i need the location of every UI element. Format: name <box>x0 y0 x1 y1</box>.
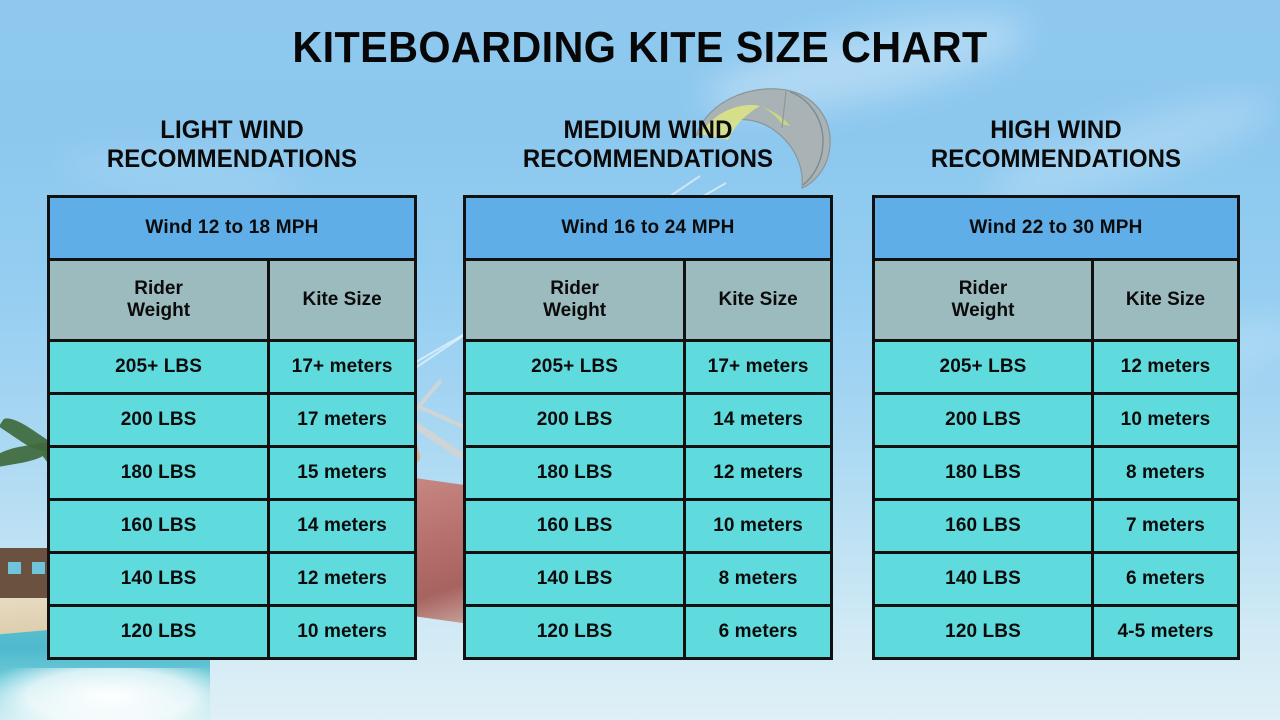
table-row: 120 LBS 6 meters <box>462 604 833 660</box>
hut-window <box>32 562 45 574</box>
wind-range-label: Wind 16 to 24 MPH <box>463 195 833 261</box>
wind-column-high: HIGH WIND RECOMMENDATIONS Wind 22 to 30 … <box>872 116 1240 660</box>
table-row-wind-band: Wind 16 to 24 MPH <box>463 195 833 261</box>
cell-kite-size: 12 meters <box>1091 339 1240 395</box>
chart-columns: LIGHT WIND RECOMMENDATIONS Wind 12 to 18… <box>0 116 1280 716</box>
table-row: 120 LBS 4-5 meters <box>872 604 1240 660</box>
table-row-wind-band: Wind 12 to 18 MPH <box>47 195 417 261</box>
cell-rider-weight: 205+ LBS <box>46 339 271 395</box>
cell-kite-size: 12 meters <box>267 551 417 607</box>
table-row: 205+ LBS 17+ meters <box>462 339 833 395</box>
flying-kite-icon <box>694 88 831 189</box>
cell-kite-size: 10 meters <box>1091 392 1240 448</box>
column-header-rider-weight: Rider Weight <box>462 258 687 342</box>
kite-size-table-medium: Wind 16 to 24 MPH Rider Weight Kite Size… <box>462 195 833 660</box>
wind-column-light: LIGHT WIND RECOMMENDATIONS Wind 12 to 18… <box>46 116 417 660</box>
cell-rider-weight: 120 LBS <box>462 604 687 660</box>
wind-range-label: Wind 22 to 30 MPH <box>872 195 1240 261</box>
cell-rider-weight: 180 LBS <box>462 445 687 501</box>
section-title-medium-wind: MEDIUM WIND RECOMMENDATIONS <box>522 116 774 173</box>
cell-kite-size: 4-5 meters <box>1091 604 1240 660</box>
cell-rider-weight: 160 LBS <box>462 498 687 554</box>
cell-kite-size: 7 meters <box>1091 498 1240 554</box>
table-row: 200 LBS 10 meters <box>872 392 1240 448</box>
wind-column-medium: MEDIUM WIND RECOMMENDATIONS Wind 16 to 2… <box>462 116 833 660</box>
table-row-column-headers: Rider Weight Kite Size <box>872 258 1240 342</box>
kite-size-table-light: Wind 12 to 18 MPH Rider Weight Kite Size… <box>46 195 417 660</box>
hut-window <box>8 562 21 574</box>
column-header-kite-size: Kite Size <box>1091 258 1240 342</box>
wave-foam <box>0 668 210 720</box>
column-header-kite-size: Kite Size <box>683 258 833 342</box>
cell-rider-weight: 205+ LBS <box>872 339 1094 395</box>
cell-kite-size: 14 meters <box>267 498 417 554</box>
table-row-column-headers: Rider Weight Kite Size <box>46 258 417 342</box>
table-row: 140 LBS 6 meters <box>872 551 1240 607</box>
cell-kite-size: 8 meters <box>1091 445 1240 501</box>
cell-rider-weight: 200 LBS <box>872 392 1094 448</box>
table-row: 180 LBS 12 meters <box>462 445 833 501</box>
cell-rider-weight: 160 LBS <box>872 498 1094 554</box>
table-row: 140 LBS 12 meters <box>46 551 417 607</box>
cell-kite-size: 10 meters <box>683 498 833 554</box>
table-row: 120 LBS 10 meters <box>46 604 417 660</box>
table-row-column-headers: Rider Weight Kite Size <box>462 258 833 342</box>
cell-rider-weight: 140 LBS <box>462 551 687 607</box>
cell-kite-size: 6 meters <box>1091 551 1240 607</box>
column-header-kite-size: Kite Size <box>267 258 417 342</box>
cell-rider-weight: 140 LBS <box>46 551 271 607</box>
cell-rider-weight: 120 LBS <box>872 604 1094 660</box>
cell-rider-weight: 180 LBS <box>872 445 1094 501</box>
cell-kite-size: 17 meters <box>267 392 417 448</box>
cell-rider-weight: 200 LBS <box>462 392 687 448</box>
table-row: 140 LBS 8 meters <box>462 551 833 607</box>
beach-scene <box>0 390 210 720</box>
cell-rider-weight: 120 LBS <box>46 604 271 660</box>
cell-kite-size: 17+ meters <box>683 339 833 395</box>
table-row: 205+ LBS 12 meters <box>872 339 1240 395</box>
cell-rider-weight: 200 LBS <box>46 392 271 448</box>
page-title: KITEBOARDING KITE SIZE CHART <box>292 23 988 72</box>
cell-kite-size: 15 meters <box>267 445 417 501</box>
cell-kite-size: 14 meters <box>683 392 833 448</box>
table-row: 160 LBS 14 meters <box>46 498 417 554</box>
cell-kite-size: 17+ meters <box>267 339 417 395</box>
cell-kite-size: 12 meters <box>683 445 833 501</box>
table-row: 200 LBS 17 meters <box>46 392 417 448</box>
table-row: 180 LBS 15 meters <box>46 445 417 501</box>
column-header-rider-weight: Rider Weight <box>872 258 1094 342</box>
table-row: 160 LBS 7 meters <box>872 498 1240 554</box>
section-title-light-wind: LIGHT WIND RECOMMENDATIONS <box>106 116 358 173</box>
wind-range-label: Wind 12 to 18 MPH <box>47 195 417 261</box>
cell-kite-size: 8 meters <box>683 551 833 607</box>
cell-rider-weight: 205+ LBS <box>462 339 687 395</box>
cell-rider-weight: 160 LBS <box>46 498 271 554</box>
table-row: 160 LBS 10 meters <box>462 498 833 554</box>
section-title-high-wind: HIGH WIND RECOMMENDATIONS <box>930 116 1182 173</box>
table-row: 200 LBS 14 meters <box>462 392 833 448</box>
cell-rider-weight: 140 LBS <box>872 551 1094 607</box>
cell-rider-weight: 180 LBS <box>46 445 271 501</box>
table-row: 205+ LBS 17+ meters <box>46 339 417 395</box>
kite-size-table-high: Wind 22 to 30 MPH Rider Weight Kite Size… <box>872 195 1240 660</box>
cell-kite-size: 10 meters <box>267 604 417 660</box>
column-header-rider-weight: Rider Weight <box>46 258 271 342</box>
table-row: 180 LBS 8 meters <box>872 445 1240 501</box>
table-row-wind-band: Wind 22 to 30 MPH <box>872 195 1240 261</box>
cell-kite-size: 6 meters <box>683 604 833 660</box>
